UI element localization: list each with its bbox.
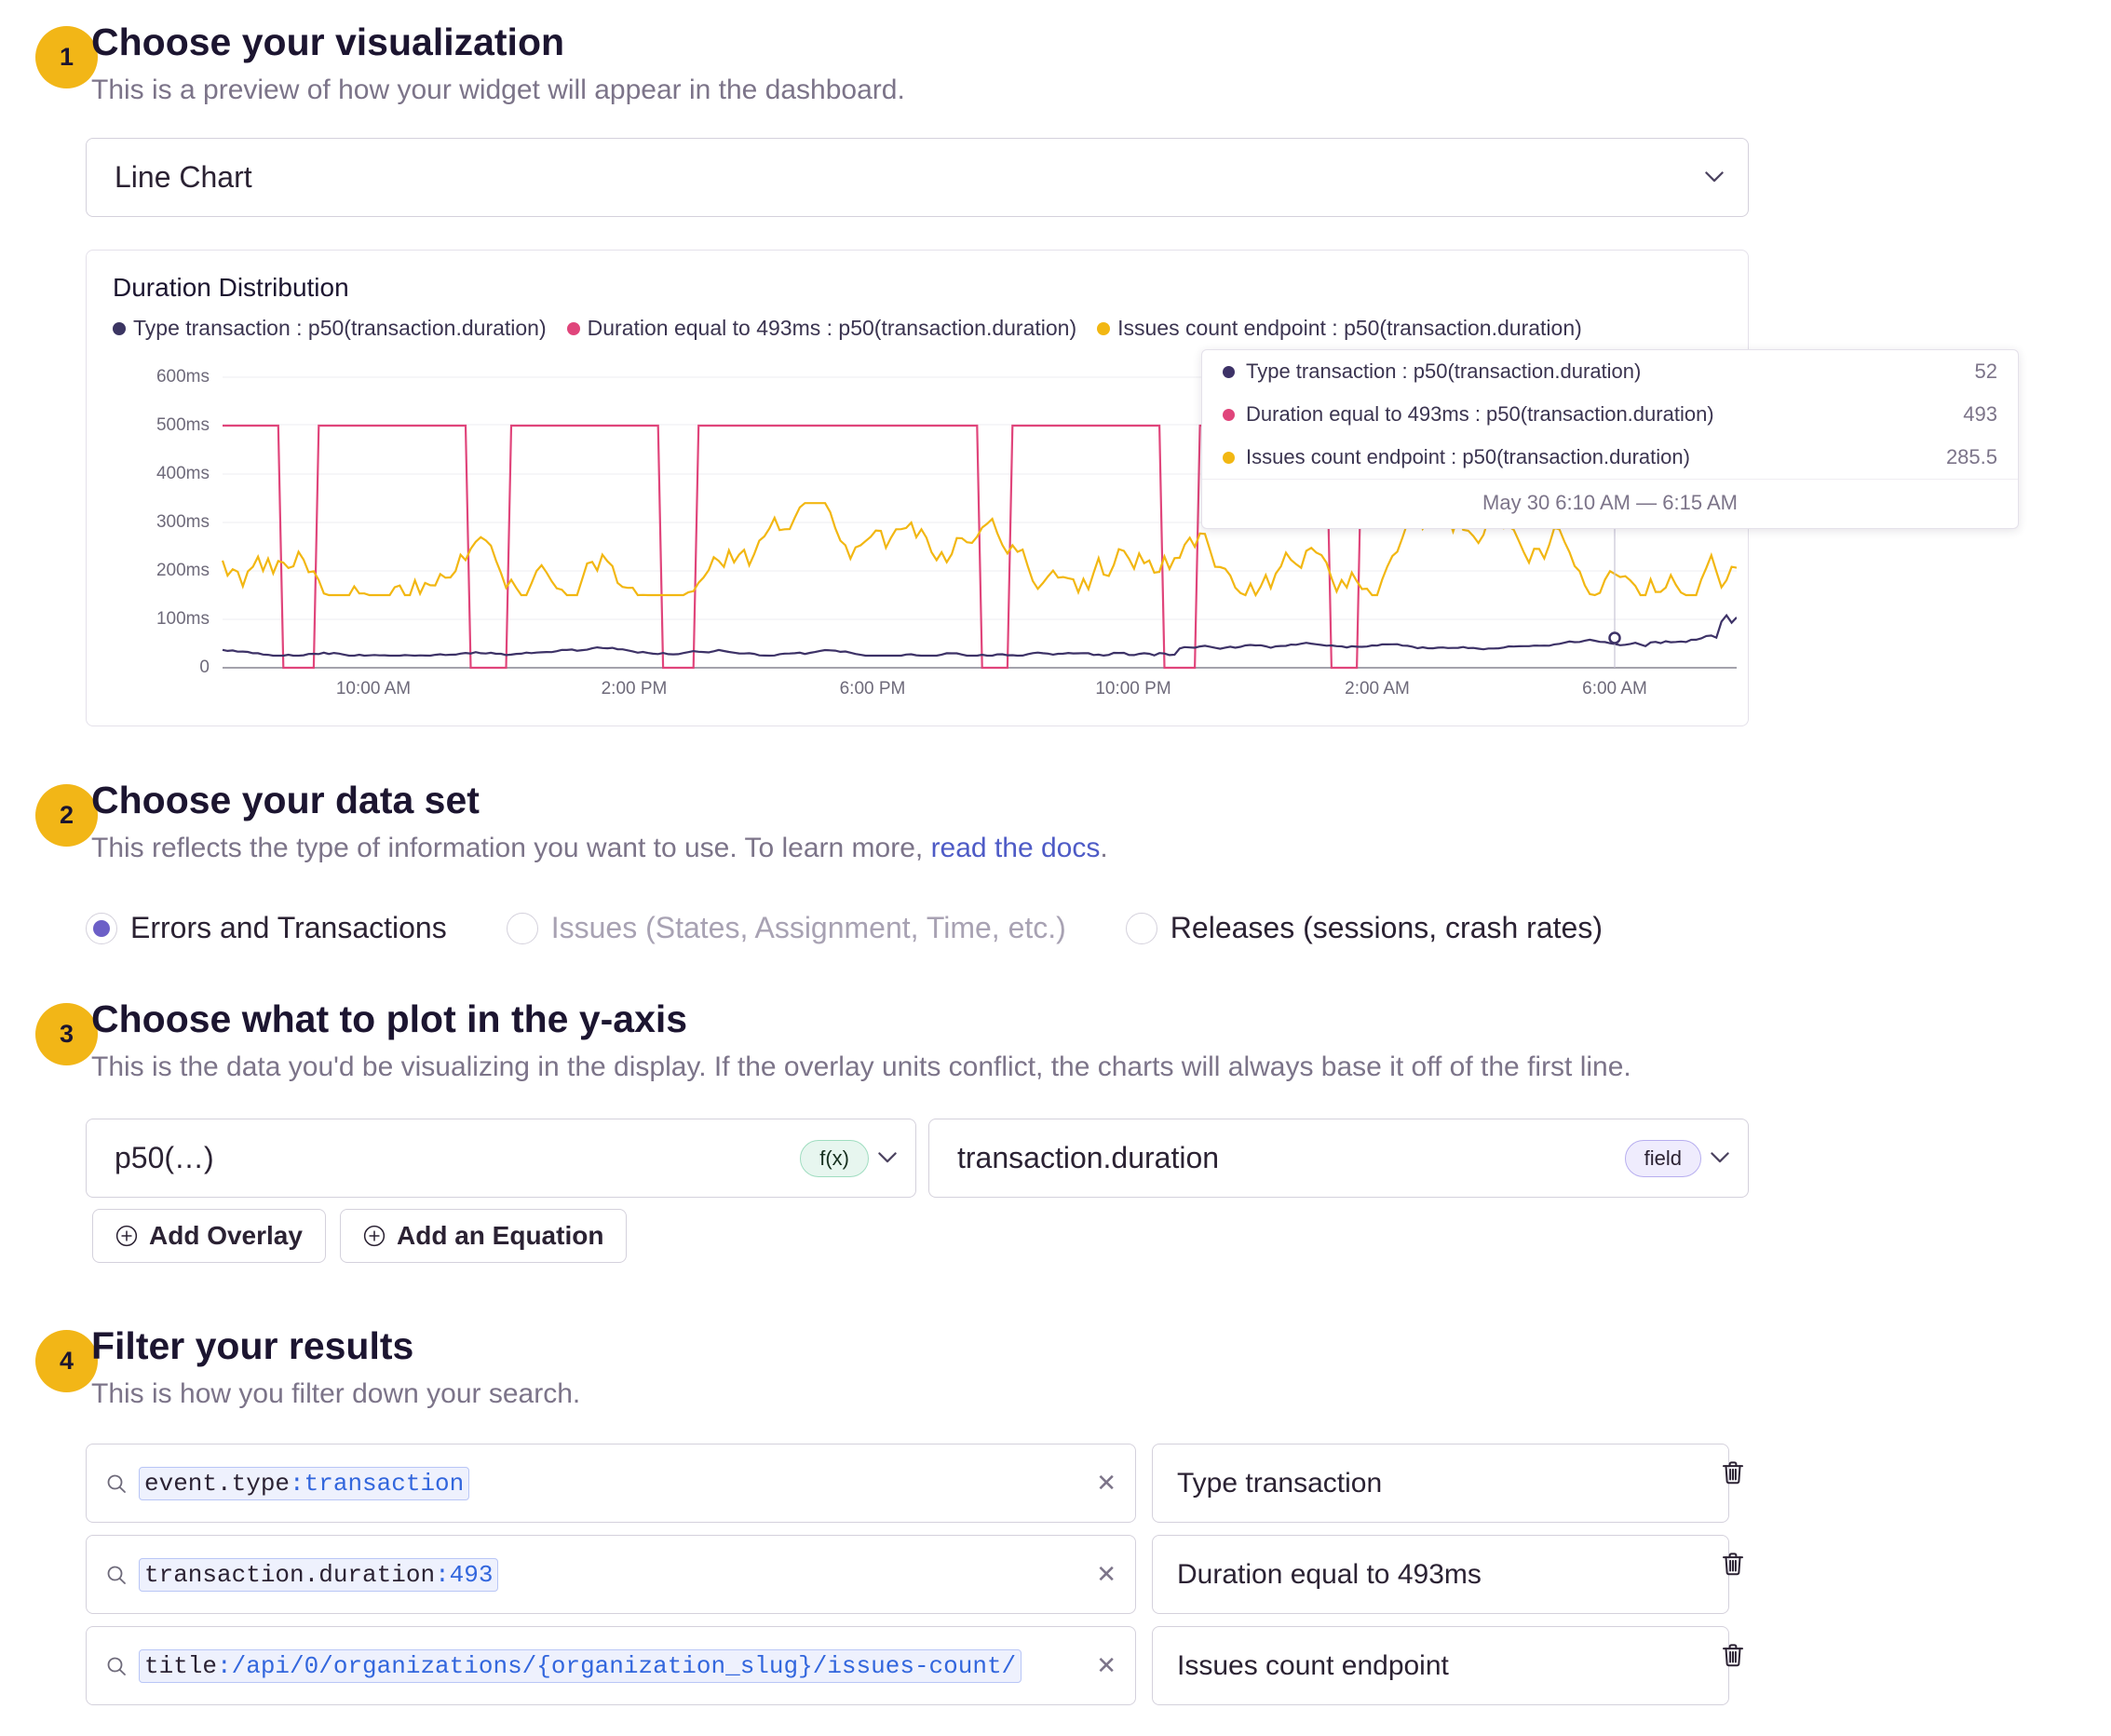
- svg-text:300ms: 300ms: [156, 512, 210, 532]
- svg-text:2:00 PM: 2:00 PM: [602, 679, 668, 696]
- svg-text:100ms: 100ms: [156, 609, 210, 629]
- svg-text:10:00 PM: 10:00 PM: [1095, 679, 1171, 696]
- svg-text:0: 0: [199, 658, 210, 677]
- svg-text:6:00 PM: 6:00 PM: [840, 679, 906, 696]
- svg-text:6:00 AM: 6:00 AM: [1582, 679, 1647, 696]
- svg-text:10:00 AM: 10:00 AM: [336, 679, 411, 696]
- svg-text:2:00 AM: 2:00 AM: [1345, 679, 1410, 696]
- svg-text:500ms: 500ms: [156, 415, 210, 435]
- svg-text:400ms: 400ms: [156, 464, 210, 483]
- svg-text:600ms: 600ms: [156, 367, 210, 387]
- svg-text:200ms: 200ms: [156, 561, 210, 580]
